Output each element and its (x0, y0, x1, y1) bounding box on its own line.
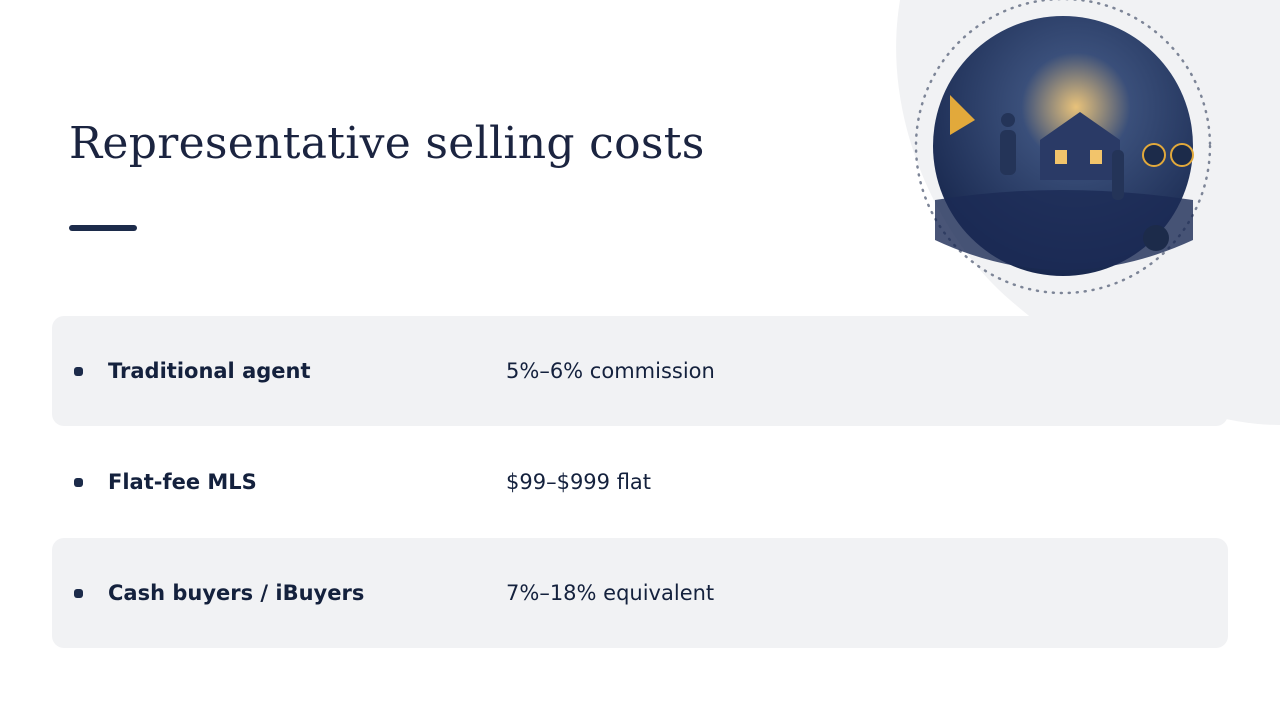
shape (950, 95, 975, 135)
title-rule (69, 225, 137, 231)
cost-row: Cash buyers / iBuyers 7%–18% equivalent (52, 538, 1228, 648)
figure-head (1001, 113, 1015, 127)
bullet (74, 477, 83, 487)
window (1055, 150, 1067, 164)
window (1090, 150, 1102, 164)
cost-row: Flat-fee MLS $99–$999 flat (52, 427, 1228, 537)
row-value: $99–$999 flat (506, 470, 652, 494)
row-value: 7%–18% equivalent (506, 581, 715, 605)
icon (1142, 143, 1166, 167)
cost-row: Traditional agent 5%–6% commission (52, 316, 1228, 426)
accent-dot (1143, 225, 1169, 251)
row-label: Traditional agent (108, 359, 311, 383)
bullet (74, 588, 83, 598)
row-value: 5%–6% commission (506, 359, 715, 383)
icon (1170, 143, 1194, 167)
cost-list: Traditional agent 5%–6% commission Flat-fe… (52, 316, 1228, 649)
row-label: Flat-fee MLS (108, 470, 257, 494)
figure (1000, 130, 1016, 175)
bullet (74, 366, 83, 376)
slide-title: Representative selling costs (69, 118, 705, 169)
dotted-ring (914, 0, 1212, 295)
ground (935, 190, 1193, 270)
figure (1112, 150, 1124, 200)
row-label: Cash buyers / iBuyers (108, 581, 365, 605)
